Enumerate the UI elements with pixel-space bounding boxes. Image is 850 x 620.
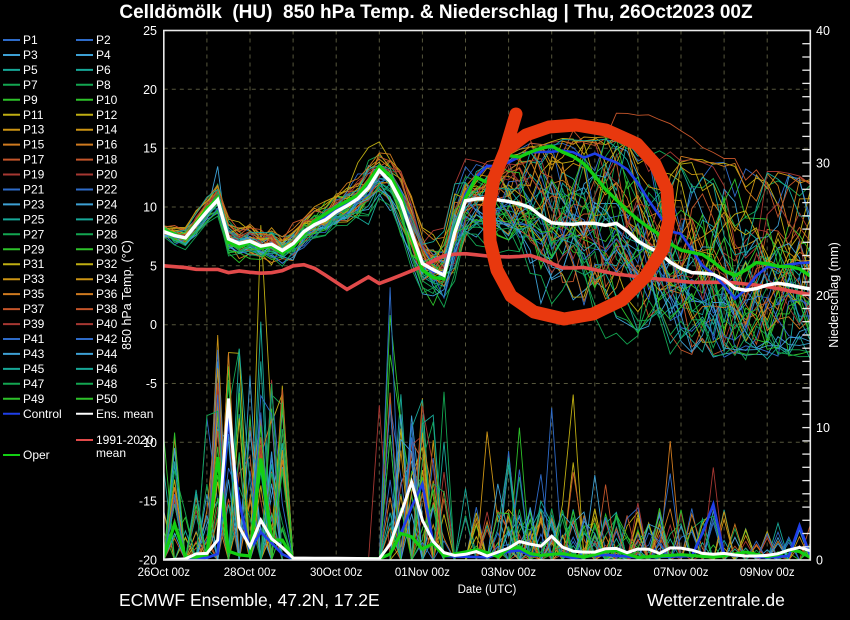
svg-text:mean: mean [96,446,126,460]
svg-text:Ens. mean: Ens. mean [96,407,153,421]
svg-text:1991-2020: 1991-2020 [96,433,154,447]
svg-text:P33: P33 [23,272,45,286]
svg-text:P4: P4 [96,48,111,62]
svg-text:P14: P14 [96,123,118,137]
svg-text:P34: P34 [96,272,118,286]
svg-text:10: 10 [143,201,157,215]
svg-text:P39: P39 [23,317,45,331]
svg-text:P48: P48 [96,377,118,391]
svg-text:P38: P38 [96,302,118,316]
svg-text:850 hPa Temp. (°C): 850 hPa Temp. (°C) [120,240,134,350]
svg-text:05Nov 00z: 05Nov 00z [567,567,622,579]
svg-text:P11: P11 [23,108,44,122]
svg-text:P29: P29 [23,242,45,256]
svg-text:P20: P20 [96,168,118,182]
svg-text:P26: P26 [96,212,118,226]
svg-text:P8: P8 [96,78,111,92]
svg-text:5: 5 [150,259,157,273]
svg-text:Oper: Oper [23,448,50,462]
svg-text:25: 25 [143,24,157,38]
svg-text:P37: P37 [23,302,45,316]
svg-text:P17: P17 [23,153,45,167]
svg-text:P21: P21 [23,183,45,197]
svg-text:P10: P10 [96,93,118,107]
svg-text:P35: P35 [23,287,45,301]
svg-text:P9: P9 [23,93,38,107]
svg-text:0: 0 [150,318,157,332]
svg-text:09Nov 00z: 09Nov 00z [740,567,795,579]
svg-text:P44: P44 [96,347,118,361]
svg-text:P23: P23 [23,197,45,211]
svg-text:26Oct 00z: 26Oct 00z [138,567,191,579]
svg-text:P3: P3 [23,48,38,62]
svg-text:-10: -10 [139,436,157,450]
svg-text:P1: P1 [23,33,38,47]
svg-text:P49: P49 [23,392,45,406]
svg-text:15: 15 [143,142,157,156]
svg-text:20: 20 [816,289,830,303]
svg-text:P7: P7 [23,78,38,92]
svg-text:P50: P50 [96,392,118,406]
svg-text:P46: P46 [96,362,118,376]
svg-text:10: 10 [816,421,830,435]
svg-text:01Nov 00z: 01Nov 00z [395,567,450,579]
svg-text:-20: -20 [139,554,157,568]
svg-text:ECMWF Ensemble, 47.2N, 17.2E: ECMWF Ensemble, 47.2N, 17.2E [119,590,380,610]
svg-text:-5: -5 [146,377,157,391]
svg-text:30: 30 [816,156,830,170]
svg-text:0: 0 [816,554,823,568]
svg-text:P19: P19 [23,168,45,182]
svg-text:P15: P15 [23,138,45,152]
svg-text:30Oct 00z: 30Oct 00z [310,567,363,579]
svg-text:40: 40 [816,24,830,38]
svg-text:P40: P40 [96,317,118,331]
svg-text:P42: P42 [96,332,118,346]
svg-text:Wetterzentrale.de: Wetterzentrale.de [647,590,785,610]
svg-text:P18: P18 [96,153,118,167]
svg-text:P30: P30 [96,242,118,256]
svg-text:P43: P43 [23,347,45,361]
svg-text:Control: Control [23,407,62,421]
svg-text:-15: -15 [139,495,157,509]
svg-text:P47: P47 [23,377,45,391]
svg-text:P32: P32 [96,257,118,271]
svg-text:Celldömölk (HU) 850 hPa Temp: Celldömölk (HU) 850 hPa Temp. & Niedersc… [119,2,753,23]
svg-text:Date (UTC): Date (UTC) [458,584,517,596]
svg-text:P36: P36 [96,287,118,301]
svg-text:P24: P24 [96,197,118,211]
svg-text:P16: P16 [96,138,118,152]
svg-text:P13: P13 [23,123,45,137]
svg-text:20: 20 [143,83,157,97]
svg-text:03Nov 00z: 03Nov 00z [481,567,536,579]
svg-text:P5: P5 [23,63,38,77]
svg-text:P2: P2 [96,33,111,47]
svg-text:P22: P22 [96,183,118,197]
svg-text:Niederschlag (mm): Niederschlag (mm) [827,242,841,348]
svg-text:28Oct 00z: 28Oct 00z [224,567,277,579]
svg-text:P25: P25 [23,212,45,226]
svg-text:P27: P27 [23,227,45,241]
svg-text:P41: P41 [23,332,45,346]
svg-text:P28: P28 [96,227,118,241]
svg-text:P45: P45 [23,362,45,376]
svg-text:07Nov 00z: 07Nov 00z [654,567,709,579]
svg-text:P6: P6 [96,63,111,77]
svg-text:P31: P31 [23,257,45,271]
svg-text:P12: P12 [96,108,118,122]
